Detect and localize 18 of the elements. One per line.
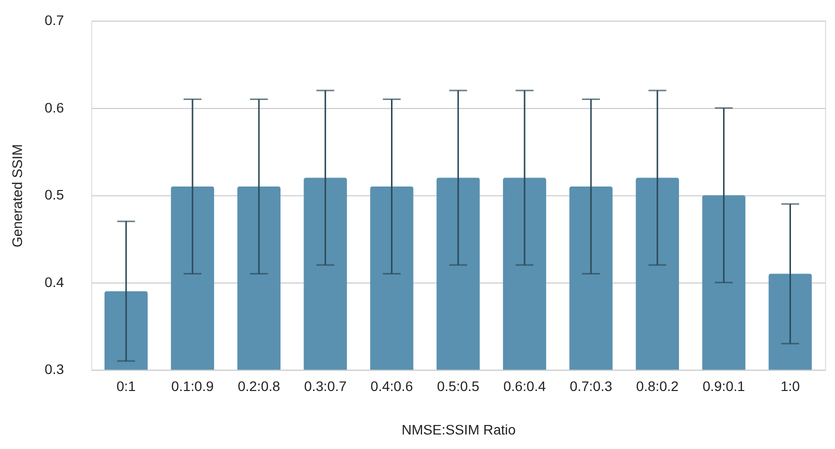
x-tick-label: 0.8:0.2 (636, 378, 679, 394)
y-tick-label: 0.7 (44, 12, 64, 28)
y-tick-label: 0.3 (44, 361, 64, 378)
x-tick-label: 0.3:0.7 (304, 378, 347, 394)
x-tick-label: 0.5:0.5 (436, 378, 480, 394)
x-tick-label: 0.2:0.8 (238, 378, 280, 394)
x-tick-label: 0:1 (116, 378, 136, 394)
x-tick-label: 0.7:0.3 (570, 378, 612, 394)
x-tick-label: 1:0 (780, 378, 800, 394)
x-tick-label: 0.6:0.4 (503, 378, 546, 394)
x-tick-label: 0.9:0.1 (702, 378, 746, 394)
x-axis-title: NMSE:SSIM Ratio (402, 422, 516, 438)
x-tick-label: 0.1:0.9 (171, 378, 214, 394)
y-tick-label: 0.5 (44, 186, 64, 203)
x-tick-label: 0.4:0.6 (370, 378, 414, 394)
y-tick-label: 0.4 (44, 274, 64, 290)
y-tick-label: 0.6 (44, 99, 64, 116)
y-axis-title: Generated SSIM (8, 144, 25, 248)
